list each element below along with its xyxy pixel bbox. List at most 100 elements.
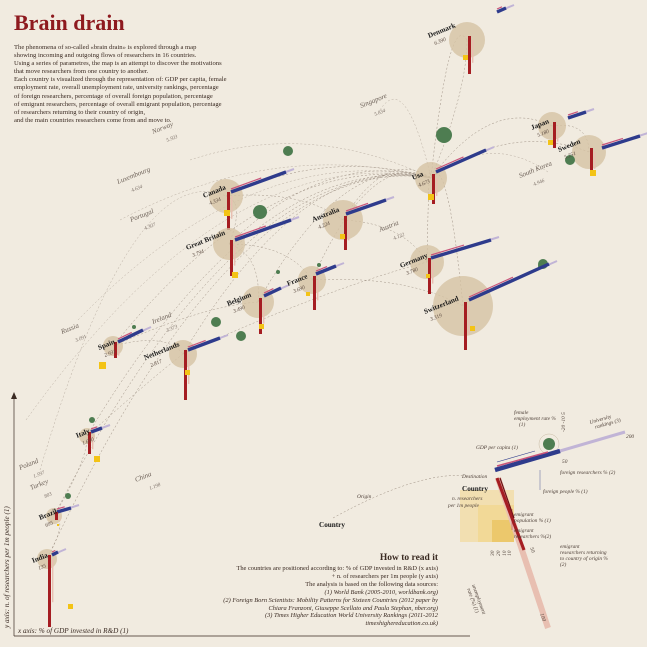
flow-line xyxy=(46,175,432,560)
female-employment-dot xyxy=(276,270,280,274)
ghost-country-value: 803 xyxy=(44,491,54,500)
female-employment-dot xyxy=(253,205,267,219)
ghost-country-name: Norway xyxy=(150,120,175,136)
female-employment-dot xyxy=(317,263,321,267)
emigrant-bar xyxy=(464,302,467,350)
flow-line xyxy=(311,279,464,307)
country-value: 3.319 xyxy=(429,313,444,324)
emigrant-bar xyxy=(432,174,435,204)
ghost-country-value: 3.091 xyxy=(75,334,88,344)
flow-line xyxy=(430,173,464,307)
ghost-country-value: 4.122 xyxy=(392,231,406,242)
gdp-bar xyxy=(56,506,72,514)
returning-bar xyxy=(92,436,94,450)
legend-female-employment-label: female employment rate % (1) xyxy=(514,409,557,428)
returning-bar xyxy=(59,516,61,521)
ghost-country-name: Poland xyxy=(17,457,40,473)
unemployment-square xyxy=(426,274,430,278)
country-value: 2.817 xyxy=(150,359,164,369)
foreign-researchers-line xyxy=(430,244,465,256)
gdp-bar xyxy=(90,426,103,434)
intro-text: The phenomena of so-called «brain drain»… xyxy=(14,44,314,125)
y-axis-label: y axis: n. of researchers per 1m people … xyxy=(3,506,11,629)
legend: Destination Origin Country Country n. re… xyxy=(319,409,634,629)
returning-bar xyxy=(52,559,54,603)
emigrant-bar xyxy=(344,216,347,250)
ghost-country-value: 4.634 xyxy=(130,183,144,194)
country-value: 3.780 xyxy=(405,267,420,278)
unemployment-square xyxy=(185,370,190,375)
gdp-bar xyxy=(234,218,292,242)
returning-bar xyxy=(594,152,596,169)
returning-bar xyxy=(263,302,265,324)
emigrant-bar xyxy=(48,555,51,627)
legend-rank-ticks: -20 -10 5 xyxy=(561,412,567,432)
intro-line: The phenomena of so-called «brain drain»… xyxy=(14,44,197,51)
unemployment-square xyxy=(232,272,238,278)
legend-foreign-people-label: foreign people % (1) xyxy=(543,488,588,495)
intro-line: and the main countries researchers come … xyxy=(14,116,172,124)
foreign-researchers-line xyxy=(90,426,98,430)
legend-tick: 30 xyxy=(490,550,496,557)
country-value: 3.690 xyxy=(292,285,307,296)
page-title: Brain drain xyxy=(14,10,125,35)
unemployment-square xyxy=(428,194,434,200)
flow-line xyxy=(182,174,432,355)
emigrant-bar xyxy=(230,240,233,276)
source-line: (2) Foreign Born Scientists: Mobility Pa… xyxy=(223,596,438,604)
intro-line: Each country is visualized through the r… xyxy=(14,76,227,84)
legend-tick: 10 xyxy=(502,550,508,556)
legend-text-line: emigrant xyxy=(514,528,534,534)
ghost-country-value: 4.946 xyxy=(532,177,546,188)
unemployment-square xyxy=(470,326,475,331)
axes: y axis: n. of researchers per 1m people … xyxy=(3,392,470,637)
intro-line: showing incoming and outgoing flows of r… xyxy=(14,52,197,60)
unemployment-square xyxy=(99,362,106,369)
foreign-researchers-line xyxy=(567,111,579,116)
flow-line xyxy=(53,435,88,517)
intro-line: of researchers returning to their countr… xyxy=(14,108,146,116)
ghost-country-value: 1.198 xyxy=(149,482,162,492)
returning-bar xyxy=(231,196,233,219)
returning-bar xyxy=(234,244,236,266)
country-value: 4.673 xyxy=(418,179,432,189)
unemployment-square xyxy=(57,524,59,526)
legend-researchers-label: n. researchers per 1m people xyxy=(447,496,484,509)
country-value: 135 xyxy=(38,563,48,572)
returning-bar xyxy=(472,40,474,63)
gdp-bar xyxy=(230,170,287,194)
gdp-bar xyxy=(601,134,641,150)
legend-text-line: female xyxy=(514,409,529,416)
country-value: 6.390 xyxy=(434,37,448,47)
legend-foreign-researchers-line xyxy=(496,451,549,467)
ghost-country-value: 5.503 xyxy=(166,134,179,144)
legend-gdp-label: GDP per capita (1) xyxy=(476,444,518,451)
returning-bar xyxy=(468,306,470,335)
legend-emigrant-res-label: emigrant researchers %(2) xyxy=(514,528,551,540)
emigrant-bar xyxy=(114,342,117,358)
country-value: 5.180 xyxy=(537,129,551,139)
legend-text-line: (2) xyxy=(560,561,566,568)
gdp-bar xyxy=(51,550,59,557)
legend-flow-line xyxy=(332,475,471,519)
country-value: 4.334 xyxy=(209,197,223,207)
foreign-researchers-line xyxy=(601,137,624,146)
legend-text-line: researchers %(2) xyxy=(514,533,551,540)
ghost-country-value: 3.373 xyxy=(166,324,179,334)
legend-tick: 50 xyxy=(528,547,536,554)
flow-line xyxy=(119,164,432,221)
